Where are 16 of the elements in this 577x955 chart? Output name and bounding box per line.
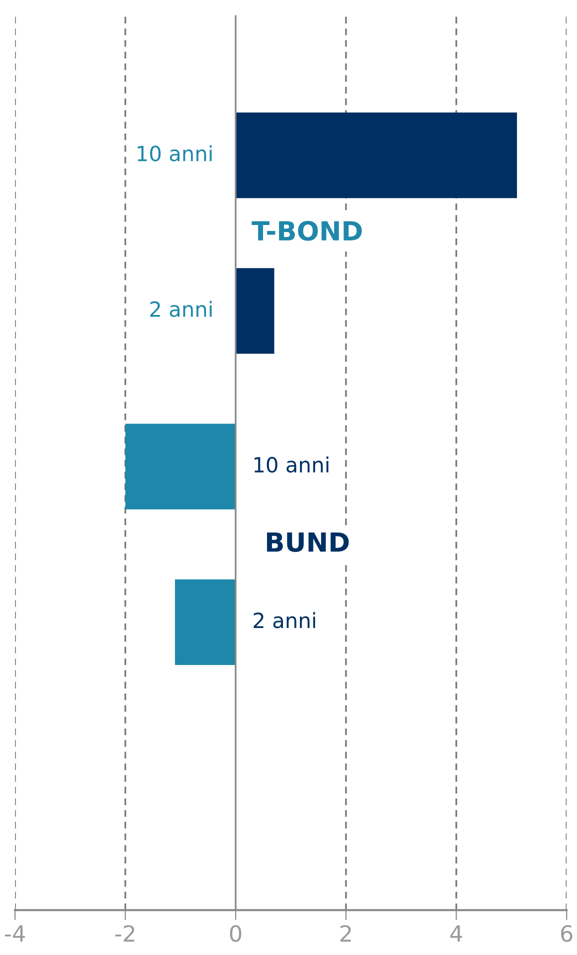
bar <box>236 268 274 354</box>
y-tick-label: 10 anni <box>138 145 212 162</box>
x-tick-label: 2 <box>340 925 351 942</box>
x-tick-label: 4 <box>450 925 462 942</box>
y-tick-label: 10 anni <box>254 456 328 473</box>
annotation: T-BOND <box>252 220 362 241</box>
bar <box>125 424 236 510</box>
x-tick-label: 0 <box>230 925 242 942</box>
x-tick-label: -4 <box>5 925 25 942</box>
bar <box>236 112 517 198</box>
y-tick-label: 2 anni <box>150 300 212 318</box>
x-tick-label: -2 <box>115 925 134 942</box>
y-tick-label: 2 anni <box>254 612 316 628</box>
bar <box>174 579 236 666</box>
annotation: BUND <box>267 532 349 552</box>
x-tick-label: 6 <box>561 925 572 942</box>
